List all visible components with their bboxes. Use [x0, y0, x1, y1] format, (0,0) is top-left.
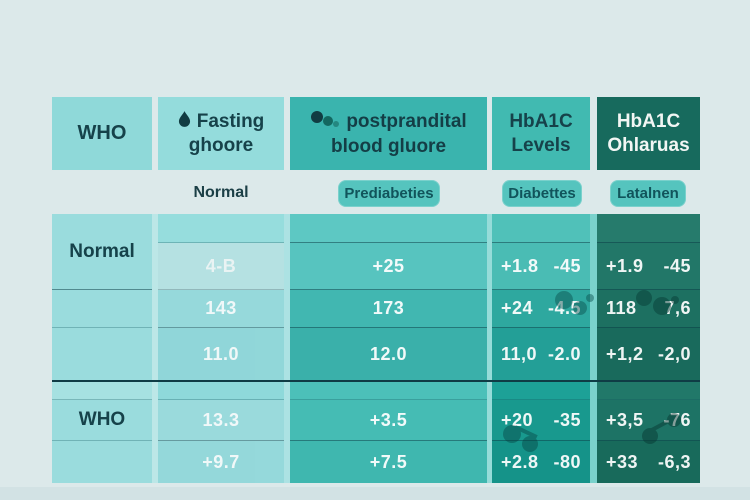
column-hba1c-other-values: +1.9 -45 118 7,6 +1,2 -2,0 +3,5 -76 +33 … [597, 214, 700, 483]
value-high: -35 [553, 409, 581, 430]
column-header-label2: Levels [511, 134, 571, 156]
value-high: -2,0 [657, 343, 691, 364]
column-header-hba1c-levels: HbA1C Levels [492, 97, 590, 170]
table-cell [52, 290, 152, 328]
table-cell: +24 -4.5 [492, 290, 590, 328]
value-low: +3,5 [606, 409, 644, 430]
column-fasting-values: 4-B 143 11.0 13.3 +9.7 [158, 214, 284, 483]
group-label-normal: Normal [52, 214, 152, 290]
table-cell: +1.8 -45 [492, 243, 590, 290]
value-low: 11,0 [501, 343, 538, 364]
column-header-hba1c-other: HbA1C Ohlaruas [597, 97, 700, 170]
column-header-who: WHO [52, 97, 152, 170]
column-row-labels: Normal WHO [52, 214, 152, 483]
table-cell [52, 328, 152, 380]
table-cell: +7.5 [290, 441, 487, 483]
table-cell: +3.5 [290, 400, 487, 441]
value-high: -6,3 [657, 451, 691, 472]
column-gap [590, 214, 597, 483]
value-low: +24 [501, 298, 534, 318]
value-high: -2.0 [547, 343, 581, 364]
value-high: -4.5 [547, 298, 581, 318]
status-badge-diabetes: Diabettes [502, 180, 582, 207]
column-postprandial-values: +25 173 12.0 +3.5 +7.5 [290, 214, 487, 483]
column-header-label: HbA1C [509, 111, 573, 133]
table-cell: +3,5 -76 [597, 400, 700, 441]
group-separator-line [52, 380, 700, 382]
spacer-cell [597, 380, 700, 400]
data-table: Normal WHO 4-B 143 11.0 13.3 +9.7 +25 17… [52, 214, 700, 483]
table-cell: 12.0 [290, 328, 487, 380]
table-cell: +25 [290, 243, 487, 290]
table-cell: +2.8 -80 [492, 441, 590, 483]
value-high: -80 [553, 451, 581, 472]
table-cell: +9.7 [158, 441, 284, 483]
column-header-postprandial-glucose: postprandital blood gluore [290, 97, 487, 170]
spacer-cell [158, 380, 284, 400]
value-low: +1.9 [606, 255, 644, 276]
table-cell: 143 [158, 290, 284, 328]
table-cell [158, 214, 284, 243]
value-low: +2.8 [501, 451, 539, 472]
column-gap [487, 214, 492, 483]
spacer-cell [52, 380, 152, 400]
column-header-label2: Ohlaruas [607, 134, 690, 156]
table-cell: +1.9 -45 [597, 243, 700, 290]
column-header-label: postprandital [346, 111, 467, 133]
value-high: 7,6 [664, 298, 691, 318]
table-cell: 11.0 [158, 328, 284, 380]
value-high: -45 [663, 255, 691, 276]
group-label-who: WHO [52, 400, 152, 441]
column-header-fasting-glucose: Fasting ghoore [158, 97, 284, 170]
column-header-label: WHO [77, 122, 127, 145]
table-cell: +33 -6,3 [597, 441, 700, 483]
value-high: -45 [553, 255, 581, 276]
table-cell: 13.3 [158, 400, 284, 441]
column-header-label2: ghoore [188, 134, 254, 156]
table-cell: 118 7,6 [597, 290, 700, 328]
status-badge-prediabetes: Prediabeties [338, 180, 440, 207]
value-low: +20 [501, 409, 534, 430]
column-header-label2: blood gluore [330, 136, 447, 157]
spacer-cell [492, 380, 590, 400]
table-cell: +20 -35 [492, 400, 590, 441]
column-gap [152, 214, 158, 483]
spacer-cell [290, 380, 487, 400]
value-high: -76 [663, 409, 691, 430]
table-cell [597, 214, 700, 243]
table-cell: 4-B [158, 243, 284, 290]
value-low: +1,2 [606, 343, 644, 364]
column-header-label: Fasting [196, 111, 265, 133]
table-cell: 11,0 -2.0 [492, 328, 590, 380]
status-label-normal: Normal [193, 184, 249, 201]
molecule-icon [310, 109, 340, 135]
droplet-icon [178, 110, 191, 133]
column-gap [284, 214, 290, 483]
table-cell [492, 214, 590, 243]
table-cell [52, 441, 152, 483]
table-cell: +1,2 -2,0 [597, 328, 700, 380]
value-low: +33 [606, 451, 639, 472]
table-cell: 173 [290, 290, 487, 328]
bottom-band [0, 487, 750, 500]
column-hba1c-values: +1.8 -45 +24 -4.5 11,0 -2.0 +20 -35 +2.8… [492, 214, 590, 483]
status-badge-latalnen: Latalnen [610, 180, 686, 207]
value-low: 118 [606, 298, 637, 318]
table-cell [290, 214, 487, 243]
column-header-label: HbA1C [616, 111, 681, 133]
value-low: +1.8 [501, 255, 539, 276]
